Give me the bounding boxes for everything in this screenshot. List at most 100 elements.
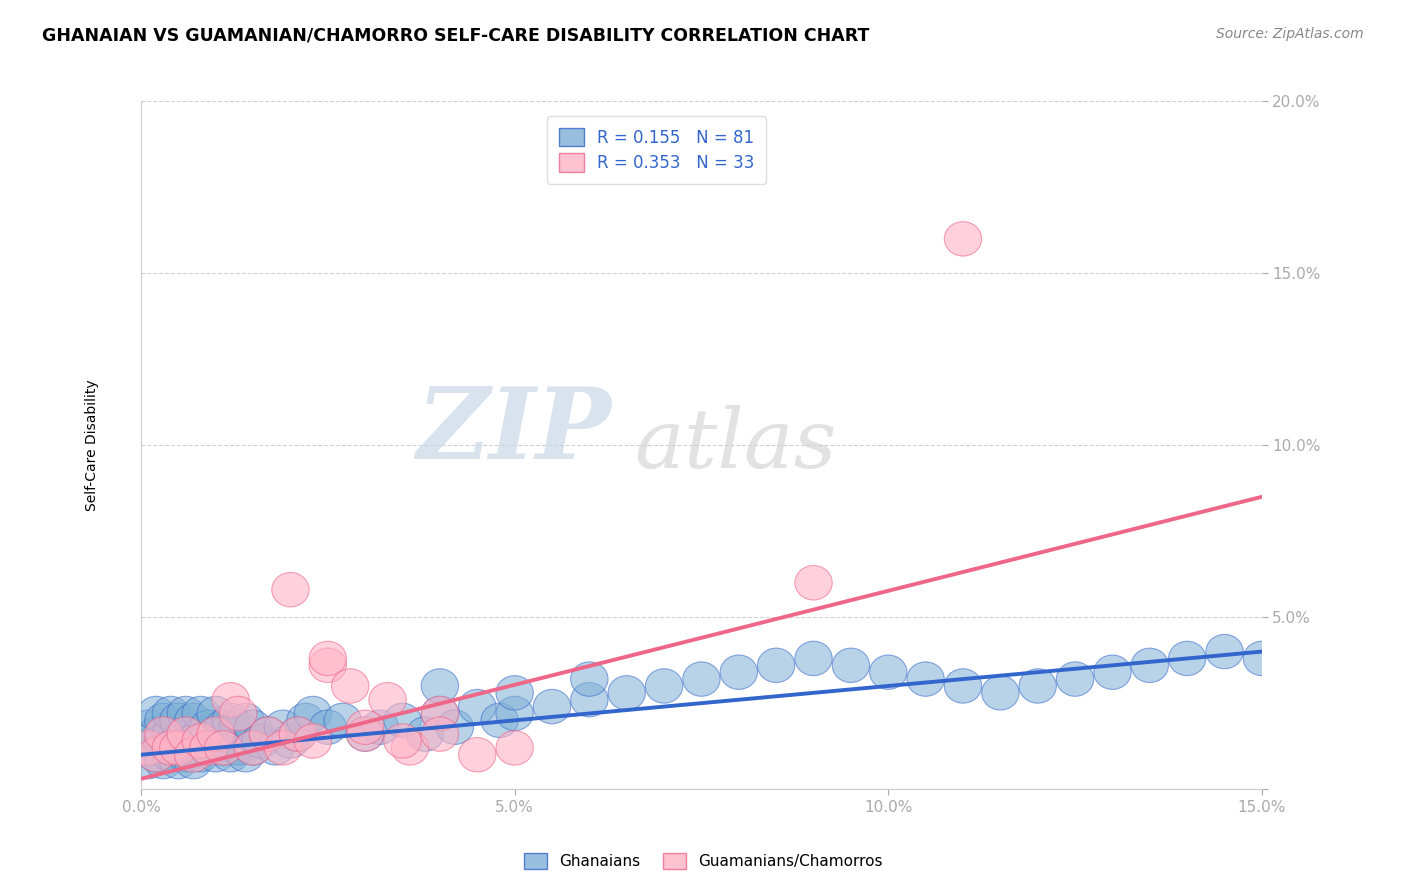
Ellipse shape	[422, 697, 458, 731]
Ellipse shape	[309, 648, 346, 682]
Ellipse shape	[1206, 634, 1243, 669]
Ellipse shape	[129, 745, 167, 779]
Text: atlas: atlas	[634, 405, 837, 485]
Ellipse shape	[197, 717, 235, 751]
Ellipse shape	[204, 731, 242, 765]
Ellipse shape	[496, 731, 533, 765]
Ellipse shape	[758, 648, 794, 682]
Ellipse shape	[1094, 655, 1132, 690]
Ellipse shape	[167, 697, 204, 731]
Ellipse shape	[346, 717, 384, 751]
Ellipse shape	[1243, 641, 1281, 675]
Ellipse shape	[323, 703, 361, 738]
Ellipse shape	[496, 697, 533, 731]
Ellipse shape	[219, 697, 257, 731]
Ellipse shape	[138, 738, 174, 772]
Ellipse shape	[181, 723, 219, 758]
Ellipse shape	[346, 717, 384, 751]
Ellipse shape	[190, 710, 226, 745]
Ellipse shape	[129, 723, 167, 758]
Ellipse shape	[129, 731, 167, 765]
Ellipse shape	[152, 738, 190, 772]
Ellipse shape	[249, 717, 287, 751]
Ellipse shape	[226, 703, 264, 738]
Ellipse shape	[571, 662, 607, 697]
Ellipse shape	[174, 723, 212, 758]
Ellipse shape	[533, 690, 571, 723]
Ellipse shape	[197, 738, 235, 772]
Ellipse shape	[391, 731, 429, 765]
Ellipse shape	[212, 703, 249, 738]
Ellipse shape	[174, 703, 212, 738]
Y-axis label: Self-Care Disability: Self-Care Disability	[86, 379, 100, 511]
Ellipse shape	[160, 731, 197, 765]
Ellipse shape	[945, 669, 981, 703]
Ellipse shape	[167, 717, 204, 751]
Ellipse shape	[481, 703, 519, 738]
Ellipse shape	[190, 731, 226, 765]
Ellipse shape	[458, 690, 496, 723]
Ellipse shape	[235, 731, 271, 765]
Ellipse shape	[197, 717, 235, 751]
Ellipse shape	[907, 662, 945, 697]
Ellipse shape	[496, 675, 533, 710]
Ellipse shape	[309, 710, 346, 745]
Ellipse shape	[294, 723, 332, 758]
Ellipse shape	[271, 573, 309, 607]
Ellipse shape	[174, 745, 212, 779]
Ellipse shape	[422, 669, 458, 703]
Ellipse shape	[280, 717, 316, 751]
Ellipse shape	[869, 655, 907, 690]
Ellipse shape	[160, 723, 197, 758]
Ellipse shape	[1132, 648, 1168, 682]
Ellipse shape	[129, 710, 167, 745]
Ellipse shape	[264, 731, 302, 765]
Ellipse shape	[235, 710, 271, 745]
Ellipse shape	[406, 717, 444, 751]
Ellipse shape	[138, 717, 174, 751]
Ellipse shape	[160, 703, 197, 738]
Ellipse shape	[181, 717, 219, 751]
Ellipse shape	[1019, 669, 1056, 703]
Ellipse shape	[422, 717, 458, 751]
Ellipse shape	[981, 675, 1019, 710]
Ellipse shape	[145, 703, 181, 738]
Ellipse shape	[167, 717, 204, 751]
Ellipse shape	[1168, 641, 1206, 675]
Ellipse shape	[384, 703, 422, 738]
Ellipse shape	[204, 731, 242, 765]
Ellipse shape	[152, 717, 190, 751]
Ellipse shape	[152, 731, 190, 765]
Ellipse shape	[174, 738, 212, 772]
Ellipse shape	[212, 682, 249, 717]
Ellipse shape	[1056, 662, 1094, 697]
Ellipse shape	[249, 717, 287, 751]
Ellipse shape	[197, 697, 235, 731]
Ellipse shape	[346, 710, 384, 745]
Ellipse shape	[181, 738, 219, 772]
Ellipse shape	[271, 723, 309, 758]
Ellipse shape	[309, 641, 346, 675]
Ellipse shape	[264, 710, 302, 745]
Text: Source: ZipAtlas.com: Source: ZipAtlas.com	[1216, 27, 1364, 41]
Ellipse shape	[384, 723, 422, 758]
Ellipse shape	[422, 697, 458, 731]
Ellipse shape	[226, 738, 264, 772]
Ellipse shape	[190, 731, 226, 765]
Ellipse shape	[571, 682, 607, 717]
Ellipse shape	[280, 717, 316, 751]
Ellipse shape	[138, 738, 174, 772]
Ellipse shape	[145, 717, 181, 751]
Ellipse shape	[212, 738, 249, 772]
Text: GHANAIAN VS GUAMANIAN/CHAMORRO SELF-CARE DISABILITY CORRELATION CHART: GHANAIAN VS GUAMANIAN/CHAMORRO SELF-CARE…	[42, 27, 869, 45]
Legend: Ghanaians, Guamanians/Chamorros: Ghanaians, Guamanians/Chamorros	[517, 847, 889, 875]
Ellipse shape	[645, 669, 683, 703]
Ellipse shape	[720, 655, 758, 690]
Ellipse shape	[167, 738, 204, 772]
Ellipse shape	[287, 703, 323, 738]
Ellipse shape	[294, 697, 332, 731]
Ellipse shape	[794, 566, 832, 600]
Ellipse shape	[607, 675, 645, 710]
Ellipse shape	[160, 745, 197, 779]
Ellipse shape	[436, 710, 474, 745]
